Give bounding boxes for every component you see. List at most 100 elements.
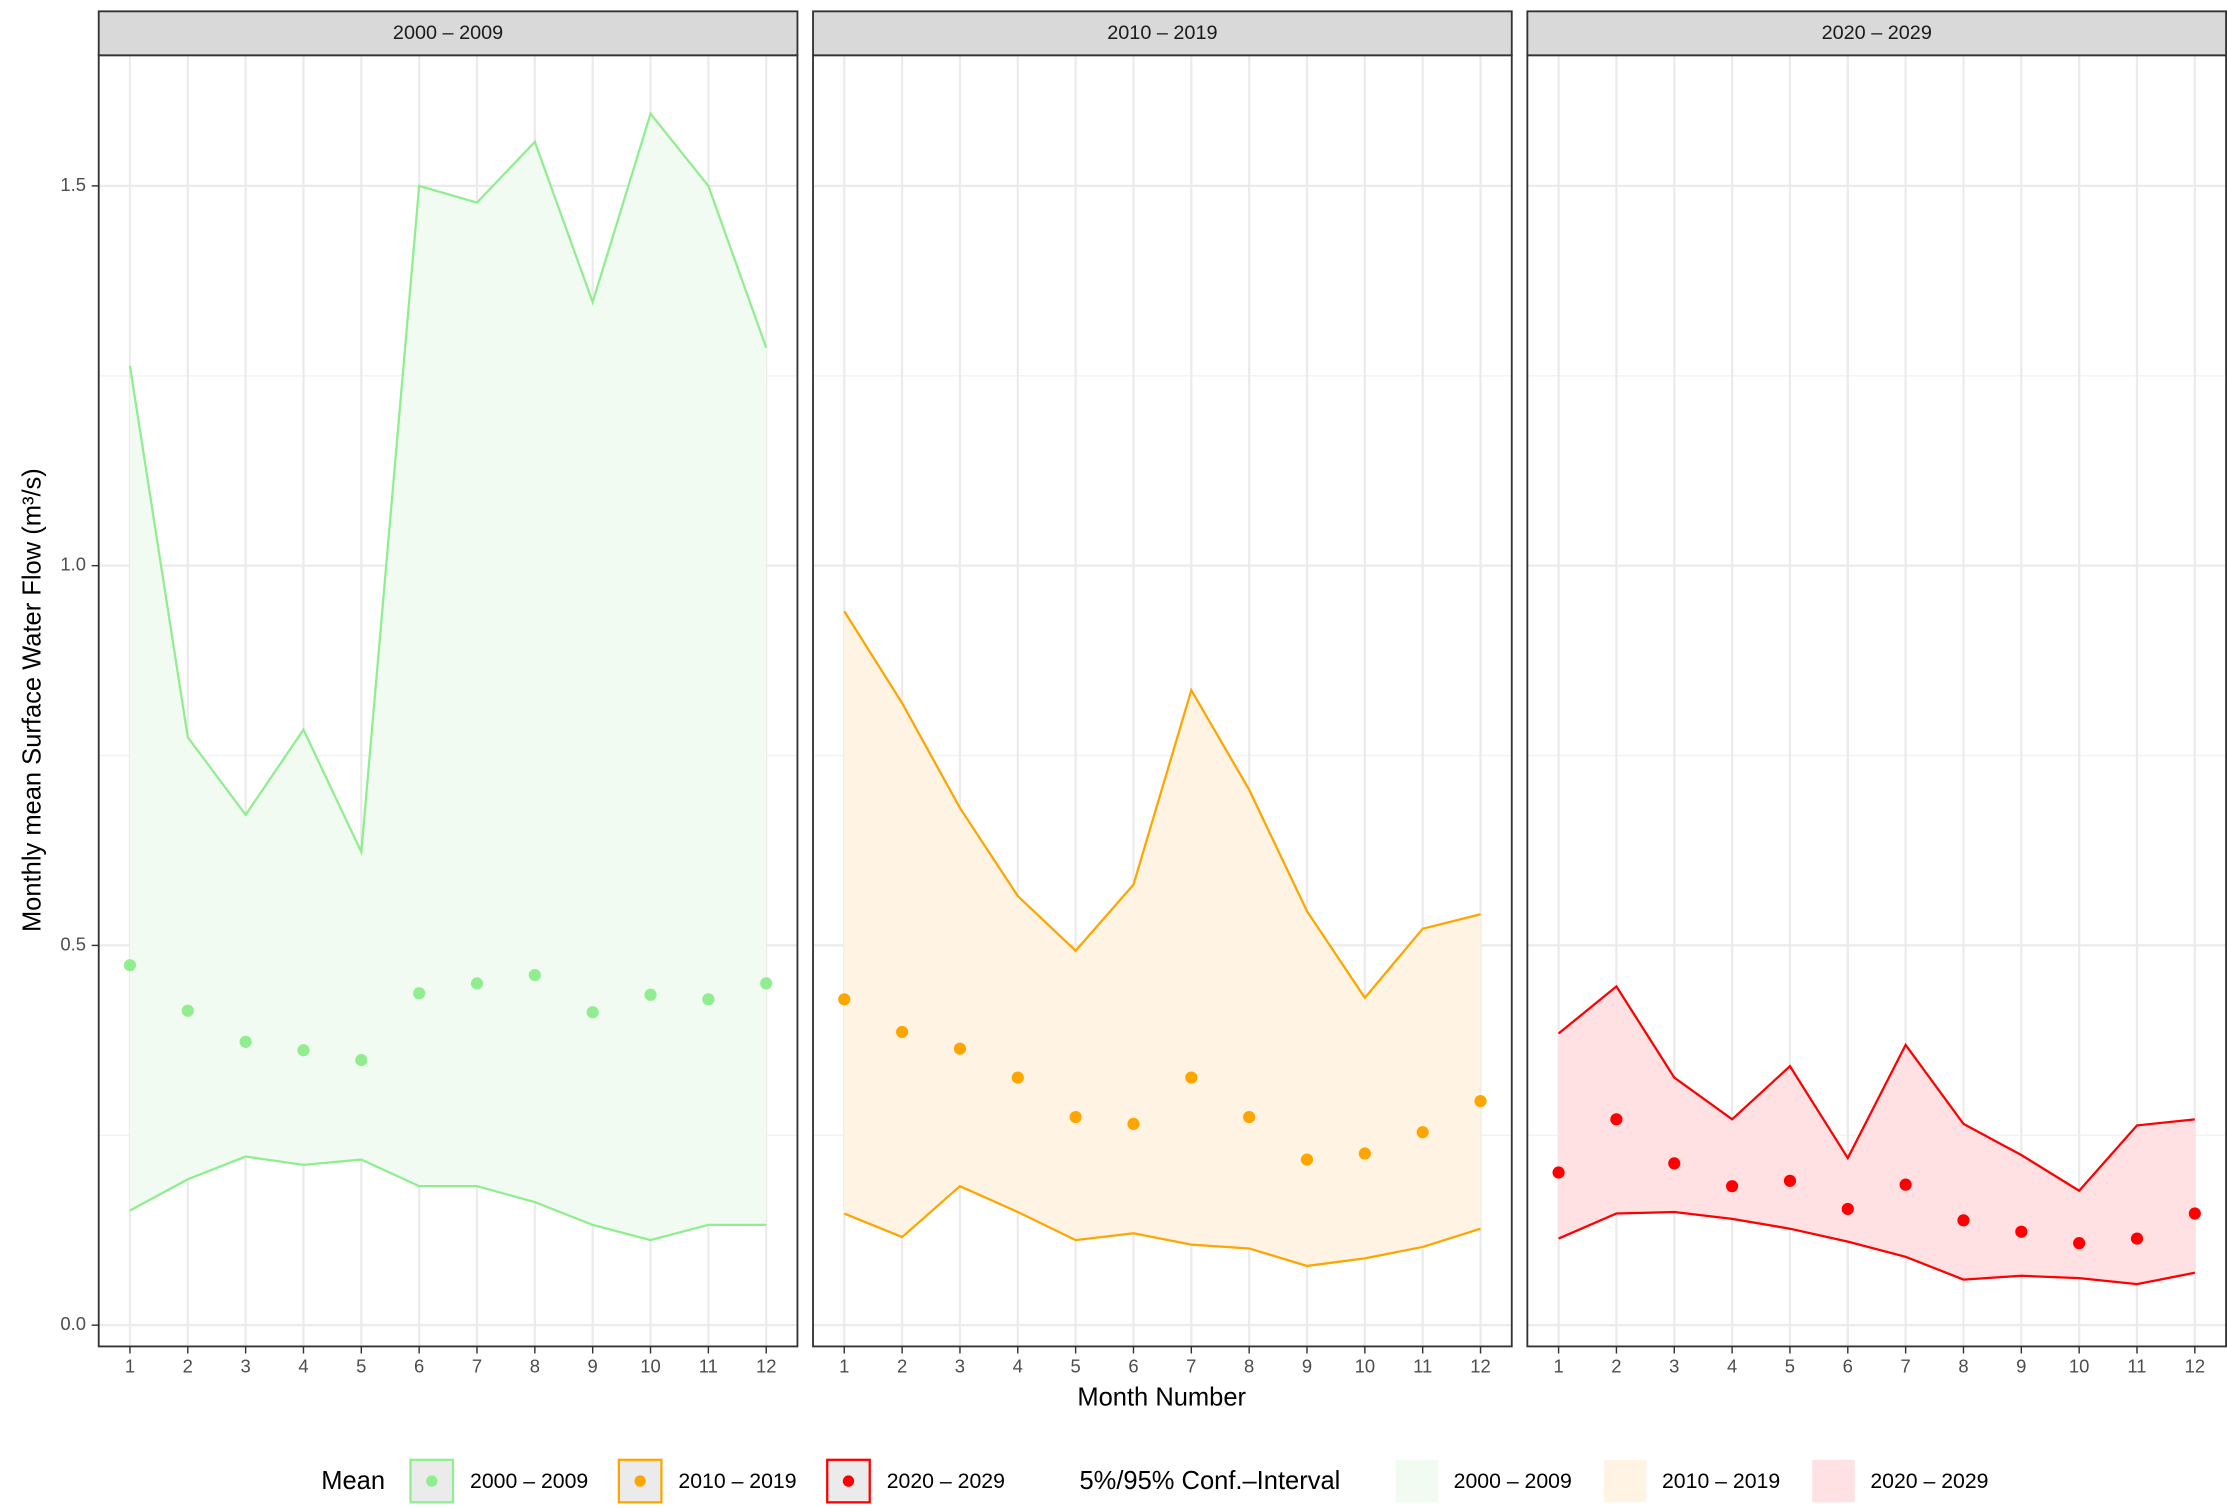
y-axis-title: Monthly mean Surface Water Flow (m³/s) (18, 468, 46, 932)
mean-point (2130, 1232, 2144, 1245)
x-tick-label: 5 (1785, 1356, 1795, 1377)
lower-line (1558, 1210, 2196, 1286)
x-tick-label: 9 (2016, 1356, 2026, 1377)
mean-point (1726, 1180, 1739, 1193)
mean-point (1358, 1147, 1371, 1160)
mean-point (1474, 1095, 1487, 1108)
mean-point (355, 1054, 368, 1067)
x-tick-label: 4 (1727, 1356, 1737, 1377)
x-tick-label: 10 (2069, 1356, 2089, 1377)
mean-point (586, 1006, 599, 1019)
x-tick-label: 12 (2185, 1356, 2205, 1377)
mean-point (1069, 1110, 1082, 1124)
x-tick-label: 10 (640, 1356, 660, 1377)
mean-point (413, 987, 426, 1000)
mean-point (239, 1035, 252, 1048)
upper-line (843, 610, 1481, 1000)
legend-label: 2000 – 2009 (470, 1469, 588, 1493)
x-tick-label: 8 (1244, 1356, 1254, 1377)
mean-point (1552, 1166, 1565, 1179)
mean-point (1899, 1178, 1912, 1191)
legend-key (1812, 1459, 1855, 1503)
mean-point (896, 1025, 909, 1039)
x-tick-label: 3 (1669, 1356, 1679, 1377)
x-tick-label: 11 (2127, 1356, 2146, 1377)
legend-label: 2020 – 2029 (887, 1469, 1005, 1493)
x-tick-label: 2 (1611, 1356, 1621, 1377)
x-tick-label: 3 (955, 1356, 965, 1377)
x-tick-label: 6 (414, 1356, 424, 1377)
mean-point (1957, 1214, 1970, 1227)
mean-point (702, 993, 715, 1006)
panel (1527, 55, 2227, 1347)
mean-point (644, 988, 657, 1001)
lower-line (843, 1184, 1481, 1268)
legend-label: 2010 – 2019 (1662, 1469, 1780, 1493)
mean-point (2015, 1225, 2028, 1238)
panel (98, 55, 798, 1347)
legend-key (1603, 1459, 1647, 1503)
x-tick-label: 6 (1128, 1356, 1138, 1377)
mean-point (1127, 1117, 1140, 1130)
legend-label: 2010 – 2019 (678, 1469, 796, 1493)
mean-point (1841, 1202, 1854, 1216)
mean-point (760, 977, 773, 990)
y-tick-label: 1.0 (60, 554, 86, 575)
mean-point (1416, 1126, 1429, 1139)
mean-point (1243, 1110, 1256, 1124)
x-tick-label: 5 (356, 1356, 366, 1377)
x-tick-label: 2 (183, 1356, 193, 1377)
strip-label: 2000 – 2009 (393, 22, 503, 44)
x-tick-label: 4 (1013, 1356, 1023, 1377)
strip (812, 10, 1513, 57)
y-tick-label: 0.0 (60, 1313, 86, 1334)
mean-point (1783, 1174, 1797, 1187)
mean-point (1610, 1113, 1623, 1126)
x-tick-label: 1 (839, 1356, 849, 1377)
x-tick-label: 7 (1186, 1356, 1196, 1377)
x-tick-label: 11 (1413, 1356, 1432, 1377)
legend-title: 5%/95% Conf.–Interval (1079, 1467, 1340, 1495)
x-tick-label: 1 (1553, 1356, 1563, 1377)
x-tick-label: 1 (125, 1356, 135, 1377)
mean-point (528, 968, 541, 982)
legend-label: 2020 – 2029 (1870, 1469, 1988, 1493)
mean-point (1011, 1071, 1024, 1084)
strip (97, 10, 799, 57)
x-tick-label: 9 (1302, 1356, 1312, 1377)
x-tick-label: 2 (897, 1356, 907, 1377)
x-tick-label: 5 (1071, 1356, 1081, 1377)
mean-point (838, 993, 851, 1006)
legend-key-point (426, 1475, 438, 1487)
legend-key (1395, 1459, 1439, 1503)
x-tick-label: 8 (1958, 1356, 1968, 1377)
x-tick-label: 6 (1843, 1356, 1853, 1377)
x-tick-label: 4 (298, 1356, 308, 1377)
mean-point (2073, 1237, 2086, 1250)
mean-point (181, 1004, 194, 1017)
x-tick-label: 8 (530, 1356, 540, 1377)
x-tick-label: 12 (1470, 1356, 1490, 1377)
lower-line (129, 1155, 767, 1242)
x-tick-label: 7 (472, 1356, 482, 1377)
strip (1526, 10, 2227, 57)
x-tick-label: 3 (241, 1356, 251, 1377)
x-axis-title: Month Number (1077, 1384, 1246, 1412)
ci-band (129, 113, 767, 1241)
mean-point (1668, 1157, 1681, 1170)
mean-point (297, 1044, 310, 1057)
legend-label: 2000 – 2009 (1454, 1469, 1572, 1493)
x-tick-label: 10 (1355, 1356, 1375, 1377)
strip-label: 2010 – 2019 (1107, 22, 1217, 44)
upper-line (128, 111, 768, 857)
y-tick-label: 0.5 (60, 933, 86, 954)
mean-point (2188, 1207, 2201, 1220)
ci-band (1558, 986, 2195, 1285)
panel (813, 55, 1512, 1347)
upper-line (1557, 984, 2195, 1193)
mean-point (1300, 1153, 1314, 1166)
x-tick-label: 11 (699, 1356, 718, 1377)
mean-point (470, 977, 484, 990)
mean-point (1185, 1071, 1198, 1084)
